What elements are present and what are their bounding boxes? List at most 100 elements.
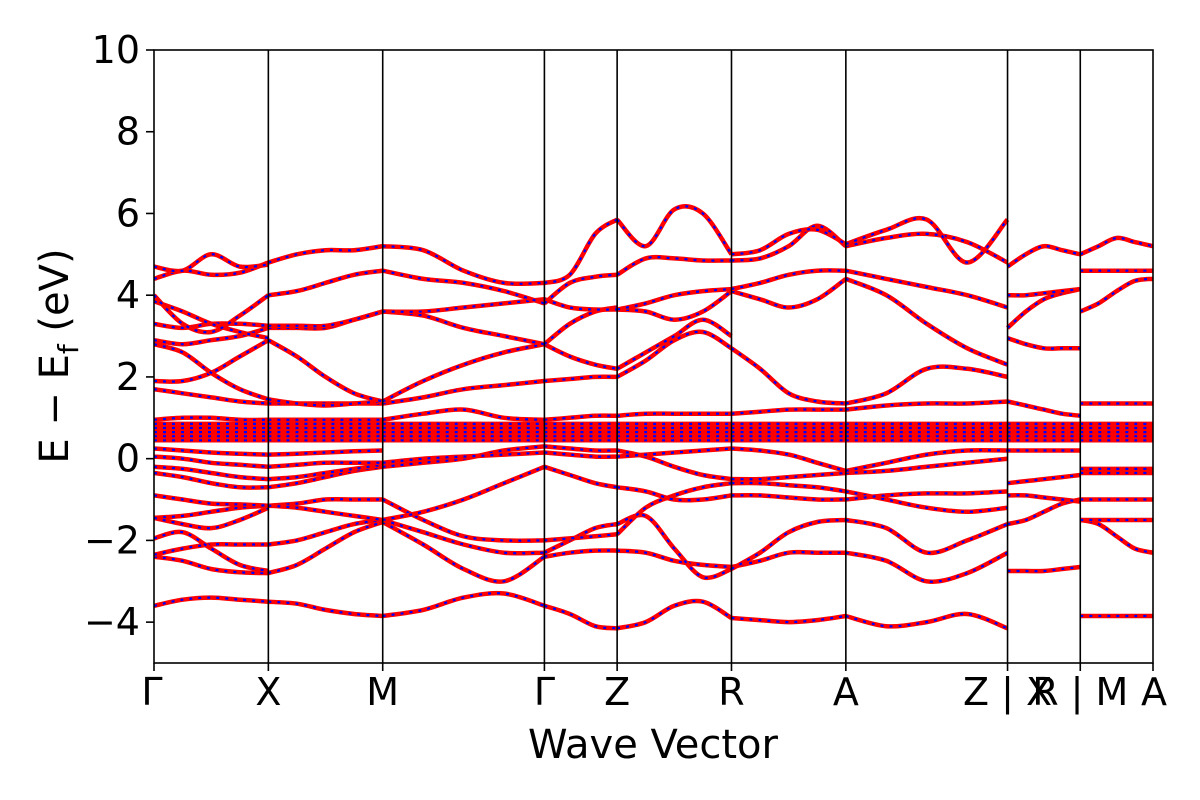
band-line-blue (544, 218, 618, 284)
band-line-blue (845, 232, 1008, 264)
band-line-blue (543, 306, 618, 346)
band-line-red (731, 493, 846, 502)
band-line-red (731, 446, 847, 474)
x-tick-label: M (366, 670, 399, 714)
band-line-blue (382, 592, 545, 618)
band-line-red (268, 448, 383, 457)
band-line-red (543, 521, 618, 555)
band-line-red (381, 341, 545, 404)
y-tick-label: 10 (92, 28, 140, 72)
band-line-blue (616, 486, 732, 502)
band-line-red (731, 470, 846, 482)
y-tick-label: 6 (116, 191, 140, 235)
band-line-blue (154, 339, 269, 383)
y-axis-title-subscript: f (52, 343, 85, 354)
band-line-blue (544, 465, 618, 489)
band-line-blue (268, 461, 383, 468)
band-line-blue (544, 549, 618, 558)
band-line-blue (1007, 288, 1081, 297)
band-line-red (845, 517, 1009, 556)
band-line-blue (382, 269, 545, 305)
band-line-blue (616, 599, 733, 630)
band-line-blue (544, 414, 618, 421)
kpoint-lines (267, 50, 1082, 663)
band-line-blue (1079, 277, 1153, 313)
band-line-blue (154, 447, 269, 456)
band-line-blue (268, 498, 383, 507)
band-line-blue (543, 273, 618, 305)
band-line-blue (268, 449, 383, 456)
band-line-blue (731, 228, 847, 256)
x-tick-label: Γ (141, 670, 162, 714)
band-line-blue (616, 318, 733, 370)
band-line-red (615, 317, 733, 371)
band-line-blue (268, 504, 383, 522)
band-line-blue (731, 481, 846, 493)
band-line-blue (544, 604, 618, 630)
band-line-blue (544, 375, 618, 383)
x-tick-label: R | M (1032, 670, 1128, 715)
band-line-blue (1079, 236, 1153, 256)
band-line-blue (731, 269, 846, 291)
band-line-red (1079, 276, 1153, 314)
band-line-blue (382, 245, 545, 285)
band-line-blue (268, 398, 383, 407)
y-tick-label: −2 (84, 518, 140, 562)
band-line-blue (544, 451, 618, 458)
band-line-red (616, 411, 732, 419)
x-axis-title: Wave Vector (528, 722, 779, 768)
band-line-blue (154, 322, 269, 330)
band-line-blue (268, 518, 383, 546)
band-line-red (154, 595, 269, 609)
band-line-red (731, 407, 846, 416)
x-tick-label: Z (604, 670, 630, 714)
band-line-red (381, 520, 546, 584)
band-line-blue (731, 614, 846, 624)
band-line-red (268, 599, 383, 619)
band-line-blue (382, 343, 545, 403)
band-line-blue (731, 408, 846, 415)
band-line-blue (617, 447, 732, 458)
band-line-blue (730, 347, 846, 405)
band-line-blue (154, 326, 269, 346)
band-line-blue (154, 294, 270, 334)
band-line-red (382, 243, 545, 287)
band-line-blue (845, 490, 1008, 501)
band-line-blue (268, 463, 383, 481)
y-tick-label: 0 (116, 437, 140, 481)
band-line-blue (731, 471, 846, 481)
band-line-red (382, 407, 545, 423)
band-line-blue (544, 298, 618, 311)
band-line-red (731, 613, 847, 625)
band-line-red (616, 548, 732, 570)
band-line-red (382, 268, 546, 306)
band-line-blue (1007, 337, 1081, 350)
band-line-blue (154, 596, 269, 607)
band-line-red (543, 342, 618, 372)
bands-layer (154, 204, 1153, 631)
band-line-blue (617, 290, 733, 321)
band-line-blue (731, 224, 847, 262)
band-line-blue (845, 449, 1008, 472)
band-line-red (730, 517, 846, 571)
band-line-blue (268, 245, 383, 264)
band-line-red (154, 554, 269, 576)
x-tick-label: A (1141, 670, 1167, 714)
band-line-blue (616, 256, 732, 276)
x-axis: Γ X M Γ Z R A Z | XR | M A (141, 663, 1167, 715)
band-line-red (382, 378, 545, 406)
band-line-red (154, 454, 269, 470)
y-tick-label: −4 (84, 600, 140, 644)
band-line-blue (154, 465, 269, 481)
x-tick-label: R (718, 670, 744, 714)
band-line-red (268, 309, 384, 329)
band-line-blue (154, 455, 269, 468)
band-line-blue (845, 277, 1008, 366)
band-line-blue (268, 310, 384, 328)
band-line-blue (731, 550, 846, 569)
band-line-blue (1007, 494, 1081, 503)
band-line-blue (154, 494, 269, 507)
band-line-blue (154, 343, 269, 401)
band-line-red (1006, 335, 1081, 351)
band-line-blue (544, 445, 618, 452)
